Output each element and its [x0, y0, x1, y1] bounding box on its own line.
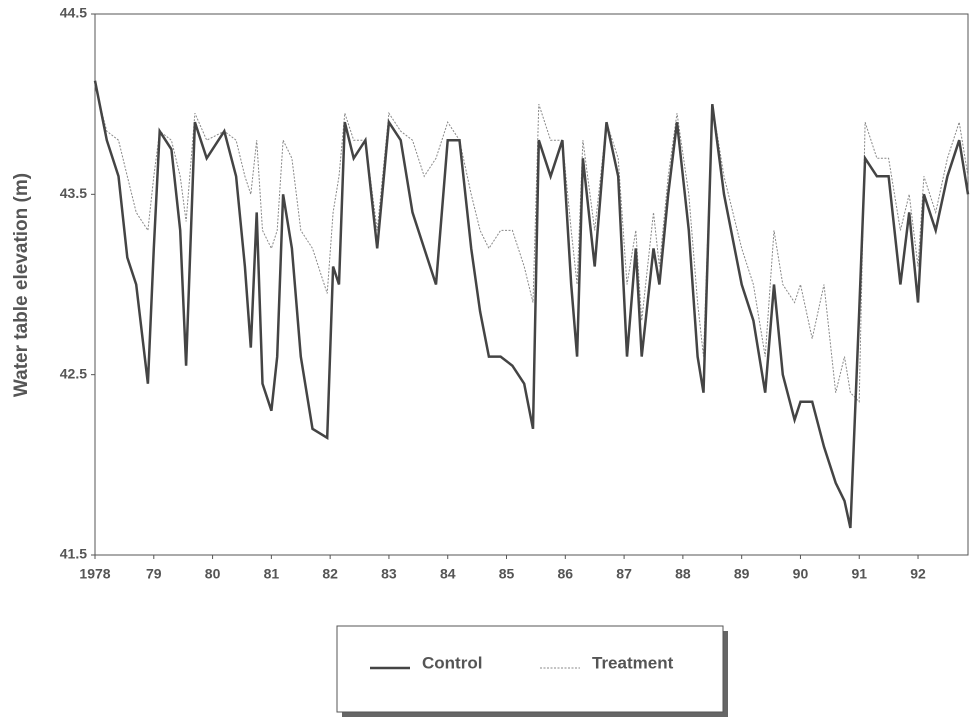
- x-tick-label: 79: [146, 566, 162, 582]
- x-tick-label: 85: [499, 566, 515, 582]
- x-tick-label: 81: [264, 566, 280, 582]
- series-line: [94, 85, 969, 403]
- x-tick-label: 80: [205, 566, 221, 582]
- x-tick-label: 1978: [79, 566, 110, 582]
- x-tick-label: 92: [910, 566, 926, 582]
- series-line: [93, 80, 970, 529]
- x-tick-label: 89: [734, 566, 750, 582]
- legend-label: Control: [422, 653, 482, 672]
- y-tick-label: 43.5: [60, 185, 87, 201]
- plot-frame: [94, 13, 969, 556]
- x-tick-label: 91: [851, 566, 867, 582]
- x-tick-label: 87: [616, 566, 632, 582]
- y-tick-label: 41.5: [60, 546, 87, 562]
- y-tick-label: 44.5: [60, 5, 87, 21]
- x-tick-label: 83: [381, 566, 397, 582]
- x-tick-label: 88: [675, 566, 691, 582]
- x-tick-label: 86: [558, 566, 574, 582]
- x-tick-label: 82: [322, 566, 338, 582]
- y-axis-label: Water table elevation (m): [11, 173, 32, 397]
- y-tick-label: 42.5: [60, 365, 87, 381]
- legend-label: Treatment: [592, 653, 674, 672]
- x-tick-label: 90: [793, 566, 809, 582]
- x-tick-label: 84: [440, 566, 456, 582]
